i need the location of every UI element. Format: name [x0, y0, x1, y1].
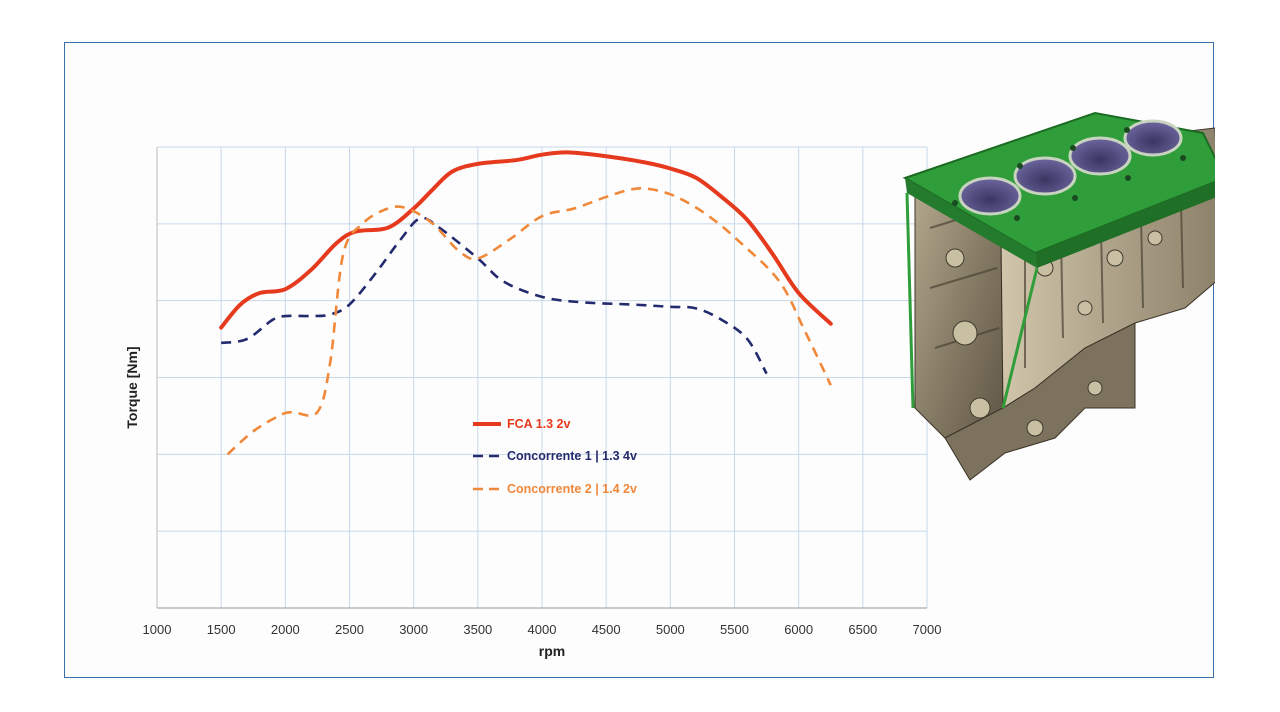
- x-tick-label: 3000: [399, 622, 428, 637]
- x-tick-label: 6000: [784, 622, 813, 637]
- series-lines: [219, 150, 833, 456]
- legend-entry-concorrente-2: Concorrente 2 | 1.4 2v: [473, 482, 637, 496]
- chart-frame: 1000 1500 2000 2500 3000 3500 4000 4500 5000 5500…: [64, 42, 1215, 678]
- x-tick-label: 6500: [848, 622, 877, 637]
- x-tick-label: 4000: [528, 622, 557, 637]
- x-tick-label: 3500: [463, 622, 492, 637]
- x-tick-label: 2500: [335, 622, 364, 637]
- y-axis-title: Torque [Nm]: [124, 346, 140, 428]
- engine-block-image: [902, 111, 1215, 481]
- series-concorrente-1-line: [220, 216, 768, 375]
- legend-label-concorrente-1: Concorrente 1 | 1.3 4v: [507, 449, 637, 463]
- x-tick-label: 1000: [143, 622, 172, 637]
- series-concorrente-2-line: [226, 186, 832, 456]
- x-axis-ticks: 1000 1500 2000 2500 3000 3500 4000 4500 5000 5500…: [143, 622, 942, 637]
- x-tick-label: 4500: [592, 622, 621, 637]
- x-tick-label: 5500: [720, 622, 749, 637]
- legend: FCA 1.3 2v Concorrente 1 | 1.3 4v Concor…: [473, 417, 637, 496]
- legend-label-concorrente-2: Concorrente 2 | 1.4 2v: [507, 482, 637, 496]
- legend-entry-fca: FCA 1.3 2v: [473, 417, 571, 431]
- x-tick-label: 1500: [207, 622, 236, 637]
- x-axis-title: rpm: [539, 643, 565, 659]
- legend-label-fca: FCA 1.3 2v: [507, 417, 571, 431]
- legend-entry-concorrente-1: Concorrente 1 | 1.3 4v: [473, 449, 637, 463]
- x-tick-label: 5000: [656, 622, 685, 637]
- x-tick-label: 7000: [913, 622, 942, 637]
- x-tick-label: 2000: [271, 622, 300, 637]
- series-fca-line: [219, 150, 833, 330]
